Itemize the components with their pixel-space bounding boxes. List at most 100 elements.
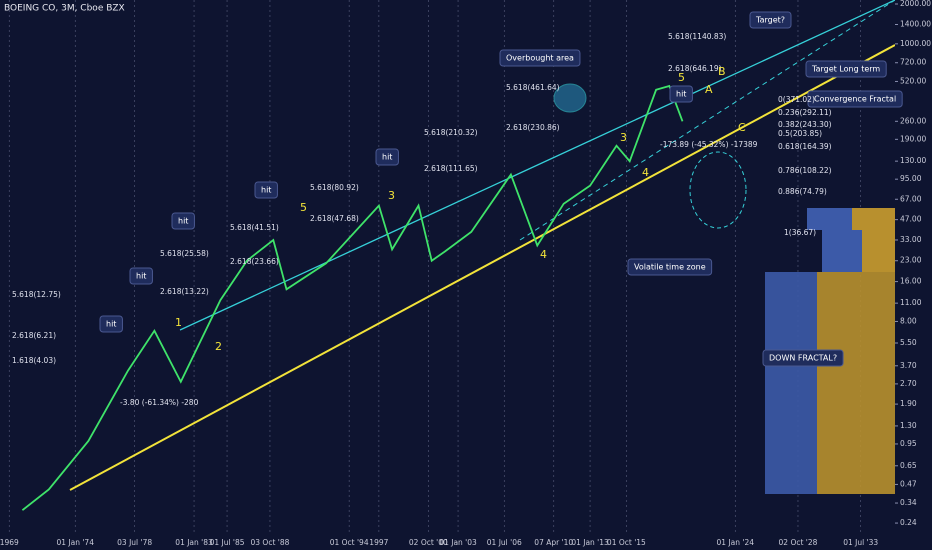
fib-label: 2.618(230.86): [506, 123, 560, 132]
channel-line: [519, 0, 896, 241]
y-tick-label: 520.00: [900, 76, 926, 85]
fib-label: 5.618(25.58): [160, 249, 209, 258]
annotation-label: Volatile time zone: [634, 263, 706, 272]
profile-block: [822, 230, 862, 272]
annotation-box: [171, 212, 195, 230]
fib-label: 0.382(243.30): [778, 120, 832, 129]
fib-label: 2.618(646.19): [668, 64, 722, 73]
chart-title: BOEING CO, 3M, Cboe BZX: [4, 4, 125, 14]
x-tick-label: 02 Oct '00: [409, 538, 448, 547]
annotation-box: [254, 181, 278, 199]
fib-label: 1.618(4.03): [12, 356, 56, 365]
wave-label: 1: [175, 316, 182, 329]
fib-label: 2.618(47.68): [310, 214, 359, 223]
wave-label: 5: [300, 201, 307, 214]
y-tick-label: 47.00: [900, 215, 922, 224]
annotation-box: [749, 11, 792, 29]
volatile-ellipse: [689, 151, 747, 229]
x-tick-label: 01 Jan '03: [439, 538, 477, 547]
wave-label: 3: [620, 131, 627, 144]
x-tick-label: 03 Jul '78: [117, 538, 152, 547]
y-tick-label: 1000.00: [900, 39, 931, 48]
fib-label: 5.618(461.64): [506, 83, 560, 92]
x-tick-label: 02 Oct '28: [779, 538, 818, 547]
y-tick-label: 16.00: [900, 277, 922, 286]
fib-label: 0.618(164.39): [778, 142, 832, 151]
fib-label: 2.618(6.21): [12, 331, 56, 340]
wave-label: 3: [388, 189, 395, 202]
annotation-label: hit: [676, 90, 686, 99]
x-tick-label: 01 Jan '83: [175, 538, 213, 547]
y-tick-label: 3.70: [900, 361, 917, 370]
fib-label: 0.886(74.79): [778, 187, 827, 196]
annotation-box: [129, 267, 153, 285]
fib-label: 5.618(210.32): [424, 128, 478, 137]
fib-label: 2.618(13.22): [160, 287, 209, 296]
annotation-box: [499, 49, 581, 67]
annotation-box: [805, 60, 887, 78]
channel-line: [179, 0, 896, 331]
y-tick-label: 95.00: [900, 174, 922, 183]
annotation-label: DOWN FRACTAL?: [769, 354, 837, 363]
y-tick-label: 260.00: [900, 116, 926, 125]
annotation-box: [99, 315, 123, 333]
overbought-ellipse: [553, 83, 587, 113]
y-tick-label: 8.00: [900, 316, 917, 325]
wave-label: A: [705, 83, 713, 96]
fib-label: 0(371.02): [778, 95, 815, 104]
annotation-box: [807, 90, 903, 108]
wave-label: 5: [678, 71, 685, 84]
x-tick-label: 01 Jan '74: [57, 538, 95, 547]
annotation-label: hit: [106, 320, 116, 329]
annotation-label: Overbought area: [506, 54, 574, 63]
x-tick-label: 01 Jul '85: [210, 538, 245, 547]
annotation-label: hit: [261, 186, 271, 195]
annotation-box: [669, 85, 693, 103]
annotation-box: [627, 258, 713, 276]
y-tick-label: 0.65: [900, 461, 917, 470]
annotation-label: Target Long term: [811, 65, 880, 74]
y-tick-label: 2.70: [900, 379, 917, 388]
annotation-label: hit: [178, 217, 188, 226]
annotation-label: hit: [136, 272, 146, 281]
x-tick-label: 1997: [369, 538, 388, 547]
fib-label: 0.236(292.11): [778, 108, 832, 117]
y-tick-label: 5.50: [900, 338, 917, 347]
fib-label: 5.618(80.92): [310, 183, 359, 192]
y-tick-label: 0.34: [900, 498, 917, 507]
profile-block: [765, 272, 817, 494]
trend-line: [69, 44, 896, 491]
y-tick-label: 0.47: [900, 479, 917, 488]
wave-label: 4: [642, 166, 649, 179]
y-tick-label: 1.90: [900, 399, 917, 408]
wave-label: 4: [540, 248, 547, 261]
annotation-box: [375, 148, 399, 166]
profile-block: [807, 208, 852, 230]
fib-label: 5.618(12.75): [12, 290, 61, 299]
x-tick-label: 03 Oct '88: [251, 538, 290, 547]
annotation-label: Target?: [755, 16, 785, 25]
x-tick-label: 01 Jan '24: [717, 538, 755, 547]
fib-label: 0.5(203.85): [778, 129, 822, 138]
x-tick-label: 01 Jul '06: [487, 538, 522, 547]
annotation-label: hit: [382, 153, 392, 162]
y-tick-label: 190.00: [900, 134, 926, 143]
price-line: [21, 84, 684, 511]
y-tick-label: 33.00: [900, 235, 922, 244]
y-tick-label: 1.30: [900, 421, 917, 430]
fib-label: 5.618(41.51): [230, 223, 279, 232]
x-tick-label: 1969: [0, 538, 19, 547]
x-axis-area: [0, 535, 932, 550]
fib-label: 5.618(1140.83): [668, 32, 726, 41]
y-tick-label: 720.00: [900, 58, 926, 67]
y-tick-label: 67.00: [900, 194, 922, 203]
y-tick-label: 1400.00: [900, 20, 931, 29]
annotation-label: Convergence Fractal: [814, 95, 896, 104]
fib-label: 0.786(108.22): [778, 166, 832, 175]
annotation-box: [762, 349, 844, 367]
y-tick-label: 0.24: [900, 518, 917, 527]
fib-label: 2.618(23.66): [230, 257, 279, 266]
x-tick-label: 01 Oct '94: [330, 538, 369, 547]
fib-label: 1(36.67): [784, 228, 816, 237]
